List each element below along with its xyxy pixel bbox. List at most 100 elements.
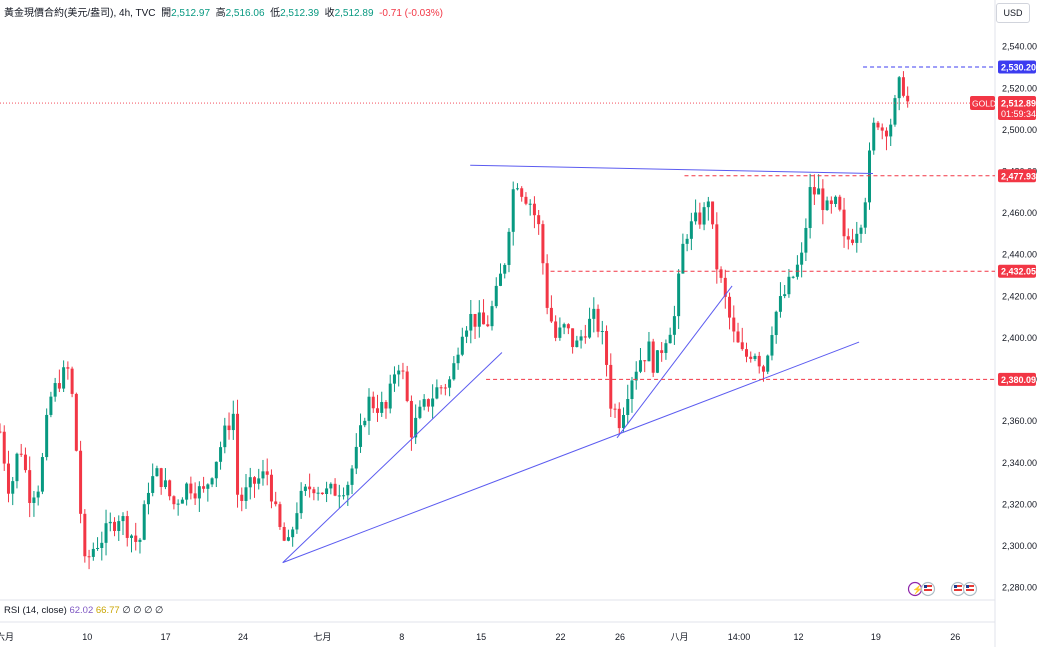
candle-body [834, 196, 838, 204]
candle-body [482, 312, 486, 325]
trendline[interactable] [616, 285, 733, 439]
candle-body [829, 200, 833, 204]
low-value: 2,512.39 [280, 8, 320, 19]
candle-body [32, 497, 36, 503]
candle-body [202, 486, 206, 489]
candle-body [121, 516, 125, 522]
candle-body [422, 399, 426, 407]
candle-body [906, 95, 910, 102]
candle-body [163, 480, 167, 488]
candle-body [647, 341, 651, 362]
x-tick-label: 8 [399, 632, 404, 642]
candle-body [388, 383, 392, 409]
open-value: 2,512.97 [171, 8, 211, 19]
candle-body [609, 364, 613, 409]
candle-body [664, 343, 668, 353]
symbol-tag-label: GOLD [972, 99, 996, 109]
symbol-name[interactable]: 黃金現價合約(美元/盎司) [4, 8, 114, 19]
candle-body [859, 227, 863, 234]
candle-body [325, 488, 329, 494]
candle-body [473, 313, 477, 327]
candle-body [392, 374, 396, 384]
currency-button[interactable]: USD [996, 3, 1030, 23]
candle-body [838, 196, 842, 210]
candle-body [23, 454, 27, 471]
candle-body [113, 521, 117, 531]
candle-body [588, 318, 592, 338]
candle-body [728, 296, 732, 318]
candle-body [214, 461, 218, 479]
candle-body [240, 494, 244, 501]
candle-body [337, 495, 341, 497]
candle-body [630, 380, 634, 400]
candle-body [418, 406, 422, 418]
rsi-legend: RSI (14, close) 62.02 66.77 ∅ ∅ ∅ ∅ [4, 605, 163, 616]
low-label: 低 [270, 8, 281, 19]
candle-body [409, 400, 413, 438]
candle-body [151, 476, 155, 493]
candle-body [723, 277, 727, 297]
x-tick-label: 10 [82, 632, 92, 642]
candle-body [617, 408, 621, 429]
trendline[interactable] [470, 164, 873, 175]
x-tick-label: 24 [238, 632, 248, 642]
candle-body [350, 468, 354, 485]
candle-body [477, 312, 481, 327]
rsi-label[interactable]: RSI (14, close) [4, 605, 67, 616]
candle-body [817, 188, 821, 195]
candle-body [520, 188, 524, 197]
candle-body [278, 504, 282, 527]
candle-body [634, 371, 638, 381]
candle-body [401, 370, 405, 372]
candle-body [465, 330, 469, 337]
candle-body [299, 490, 303, 514]
candle-body [532, 203, 536, 216]
y-tick-label: 2,300.00 [1002, 541, 1037, 551]
candle-body [821, 188, 825, 211]
y-tick-label: 2,320.00 [1002, 499, 1037, 509]
candle-body [851, 239, 855, 243]
candle-body [787, 276, 791, 295]
candle-body [380, 402, 384, 413]
candle-body [698, 212, 702, 225]
candle-body [901, 77, 905, 96]
candle-body [172, 496, 176, 505]
trendline[interactable] [282, 341, 860, 564]
candle-body [2, 431, 6, 464]
candle-body [761, 366, 765, 372]
candle-body [715, 224, 719, 270]
candle-body [104, 523, 108, 543]
candle-body [62, 367, 66, 389]
candle-body [583, 336, 587, 338]
price-level-value: 2,477.93 [1001, 171, 1036, 181]
candle-body [320, 492, 324, 494]
candle-body [448, 379, 452, 388]
trendline[interactable] [282, 352, 503, 563]
x-tick-label: 七月 [313, 632, 331, 642]
candle-body [359, 425, 363, 447]
flag-stripe [954, 585, 962, 587]
candle-body [371, 396, 375, 409]
price-level-value: 2,432.05 [1001, 267, 1036, 277]
candle-body [435, 387, 439, 399]
x-tick-label: 六月 [0, 631, 14, 642]
candle-body [600, 330, 604, 332]
candle-body [6, 463, 10, 494]
candle-body [702, 207, 706, 225]
price-level-value: 2,380.09 [1001, 375, 1036, 385]
candle-body [575, 340, 579, 348]
candle-body [11, 481, 15, 494]
candle-body [566, 324, 570, 329]
candle-body [452, 363, 456, 380]
x-tick-label: 26 [615, 632, 625, 642]
candle-body [889, 124, 893, 137]
rsi-value: 62.02 [69, 605, 94, 616]
candle-body [685, 238, 689, 244]
x-tick-label: 22 [555, 632, 565, 642]
candle-body [545, 263, 549, 308]
candle-body [291, 529, 295, 538]
candle-body [66, 367, 70, 369]
candle-body [265, 471, 269, 475]
candle-body [592, 308, 596, 319]
